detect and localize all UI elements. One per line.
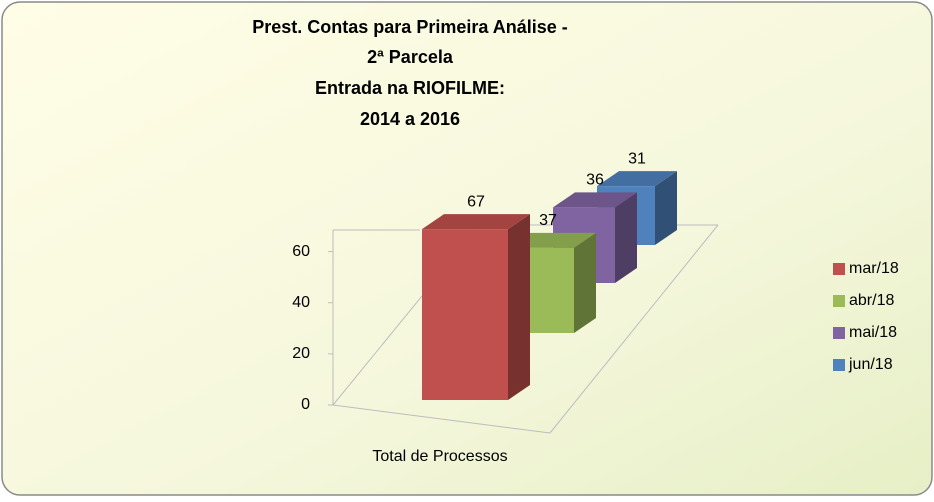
- legend-label: abr/18: [849, 292, 894, 309]
- bar-side: [574, 232, 596, 333]
- bar: [422, 214, 530, 400]
- data-label: 36: [586, 172, 604, 189]
- chart-title: 2014 a 2016: [360, 109, 460, 129]
- data-label: 67: [467, 193, 485, 210]
- bar-top: [422, 214, 530, 230]
- legend-label: jun/18: [848, 356, 893, 373]
- bar-top: [597, 171, 677, 187]
- legend-label: mai/18: [849, 324, 897, 341]
- bar-side: [508, 214, 530, 400]
- legend-label: mar/18: [849, 260, 899, 277]
- chart-title: 2ª Parcela: [367, 47, 454, 67]
- data-label: 37: [539, 212, 557, 229]
- chart-title: Entrada na RIOFILME:: [315, 78, 505, 98]
- bar-front: [422, 229, 508, 400]
- y-tick-label: 40: [292, 294, 310, 311]
- y-tick-label: 60: [292, 243, 310, 260]
- y-tick-label: 20: [292, 345, 310, 362]
- x-tick-label: Total de Processos: [372, 448, 507, 465]
- data-label: 31: [628, 150, 646, 167]
- bar-side: [615, 192, 637, 283]
- legend-swatch: [833, 263, 845, 275]
- chart-title: Prest. Contas para Primeira Análise -: [252, 17, 567, 37]
- axes-frame: [332, 224, 719, 434]
- legend-swatch: [833, 295, 845, 307]
- y-tick-label: 0: [301, 396, 310, 413]
- legend-swatch: [833, 359, 845, 371]
- legend-swatch: [833, 327, 845, 339]
- bar-side: [655, 171, 677, 245]
- bar-top: [553, 192, 637, 208]
